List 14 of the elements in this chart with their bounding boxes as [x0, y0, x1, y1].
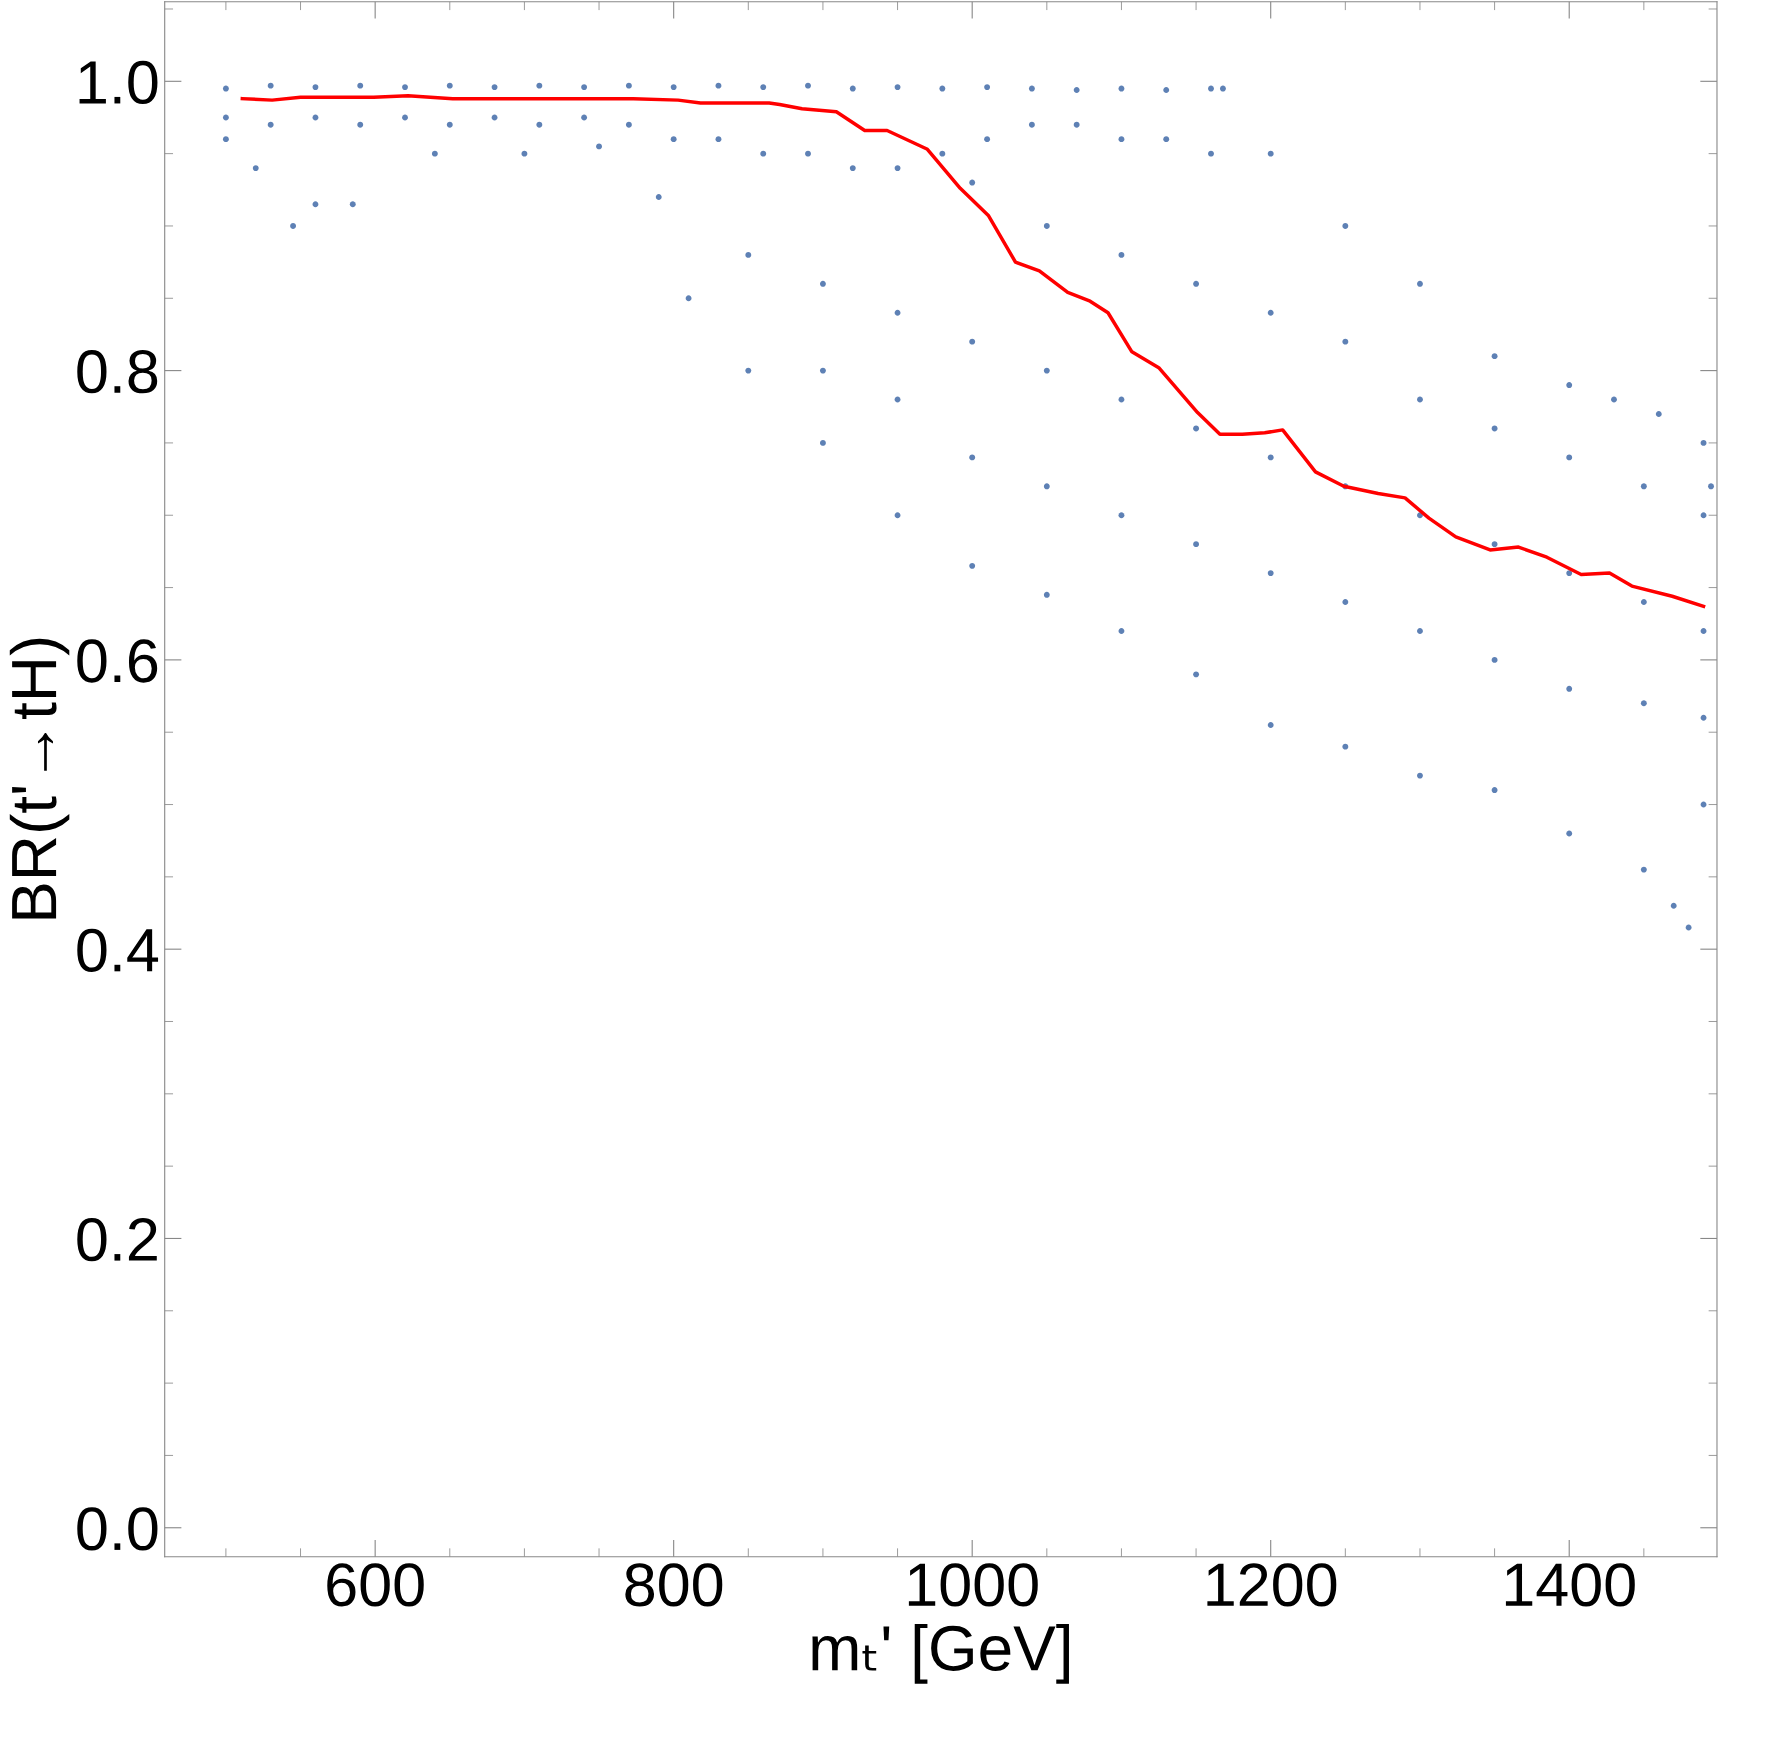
- x-tick-label: 1200: [1207, 1563, 1337, 1607]
- y-axis-title: BR(t'→tH): [9, 638, 70, 919]
- x-tick-label: 800: [625, 1563, 723, 1607]
- x-tick-label: 1000: [908, 1563, 1038, 1607]
- y-tick-label: 0.8: [77, 350, 158, 394]
- y-tick-label: 0.6: [77, 639, 158, 683]
- y-tick-label: 1.0: [79, 60, 158, 105]
- line-series: [240, 94, 1706, 609]
- y-tick-label: 0.2: [77, 1217, 157, 1262]
- x-tick-label: 600: [327, 1563, 424, 1607]
- y-tick-label: 0.4: [77, 928, 159, 972]
- y-tick-label: 0.0: [77, 1507, 158, 1551]
- x-tick-label: 1400: [1505, 1563, 1635, 1607]
- x-axis-title: mₜ' [GeV]: [812, 1624, 1069, 1684]
